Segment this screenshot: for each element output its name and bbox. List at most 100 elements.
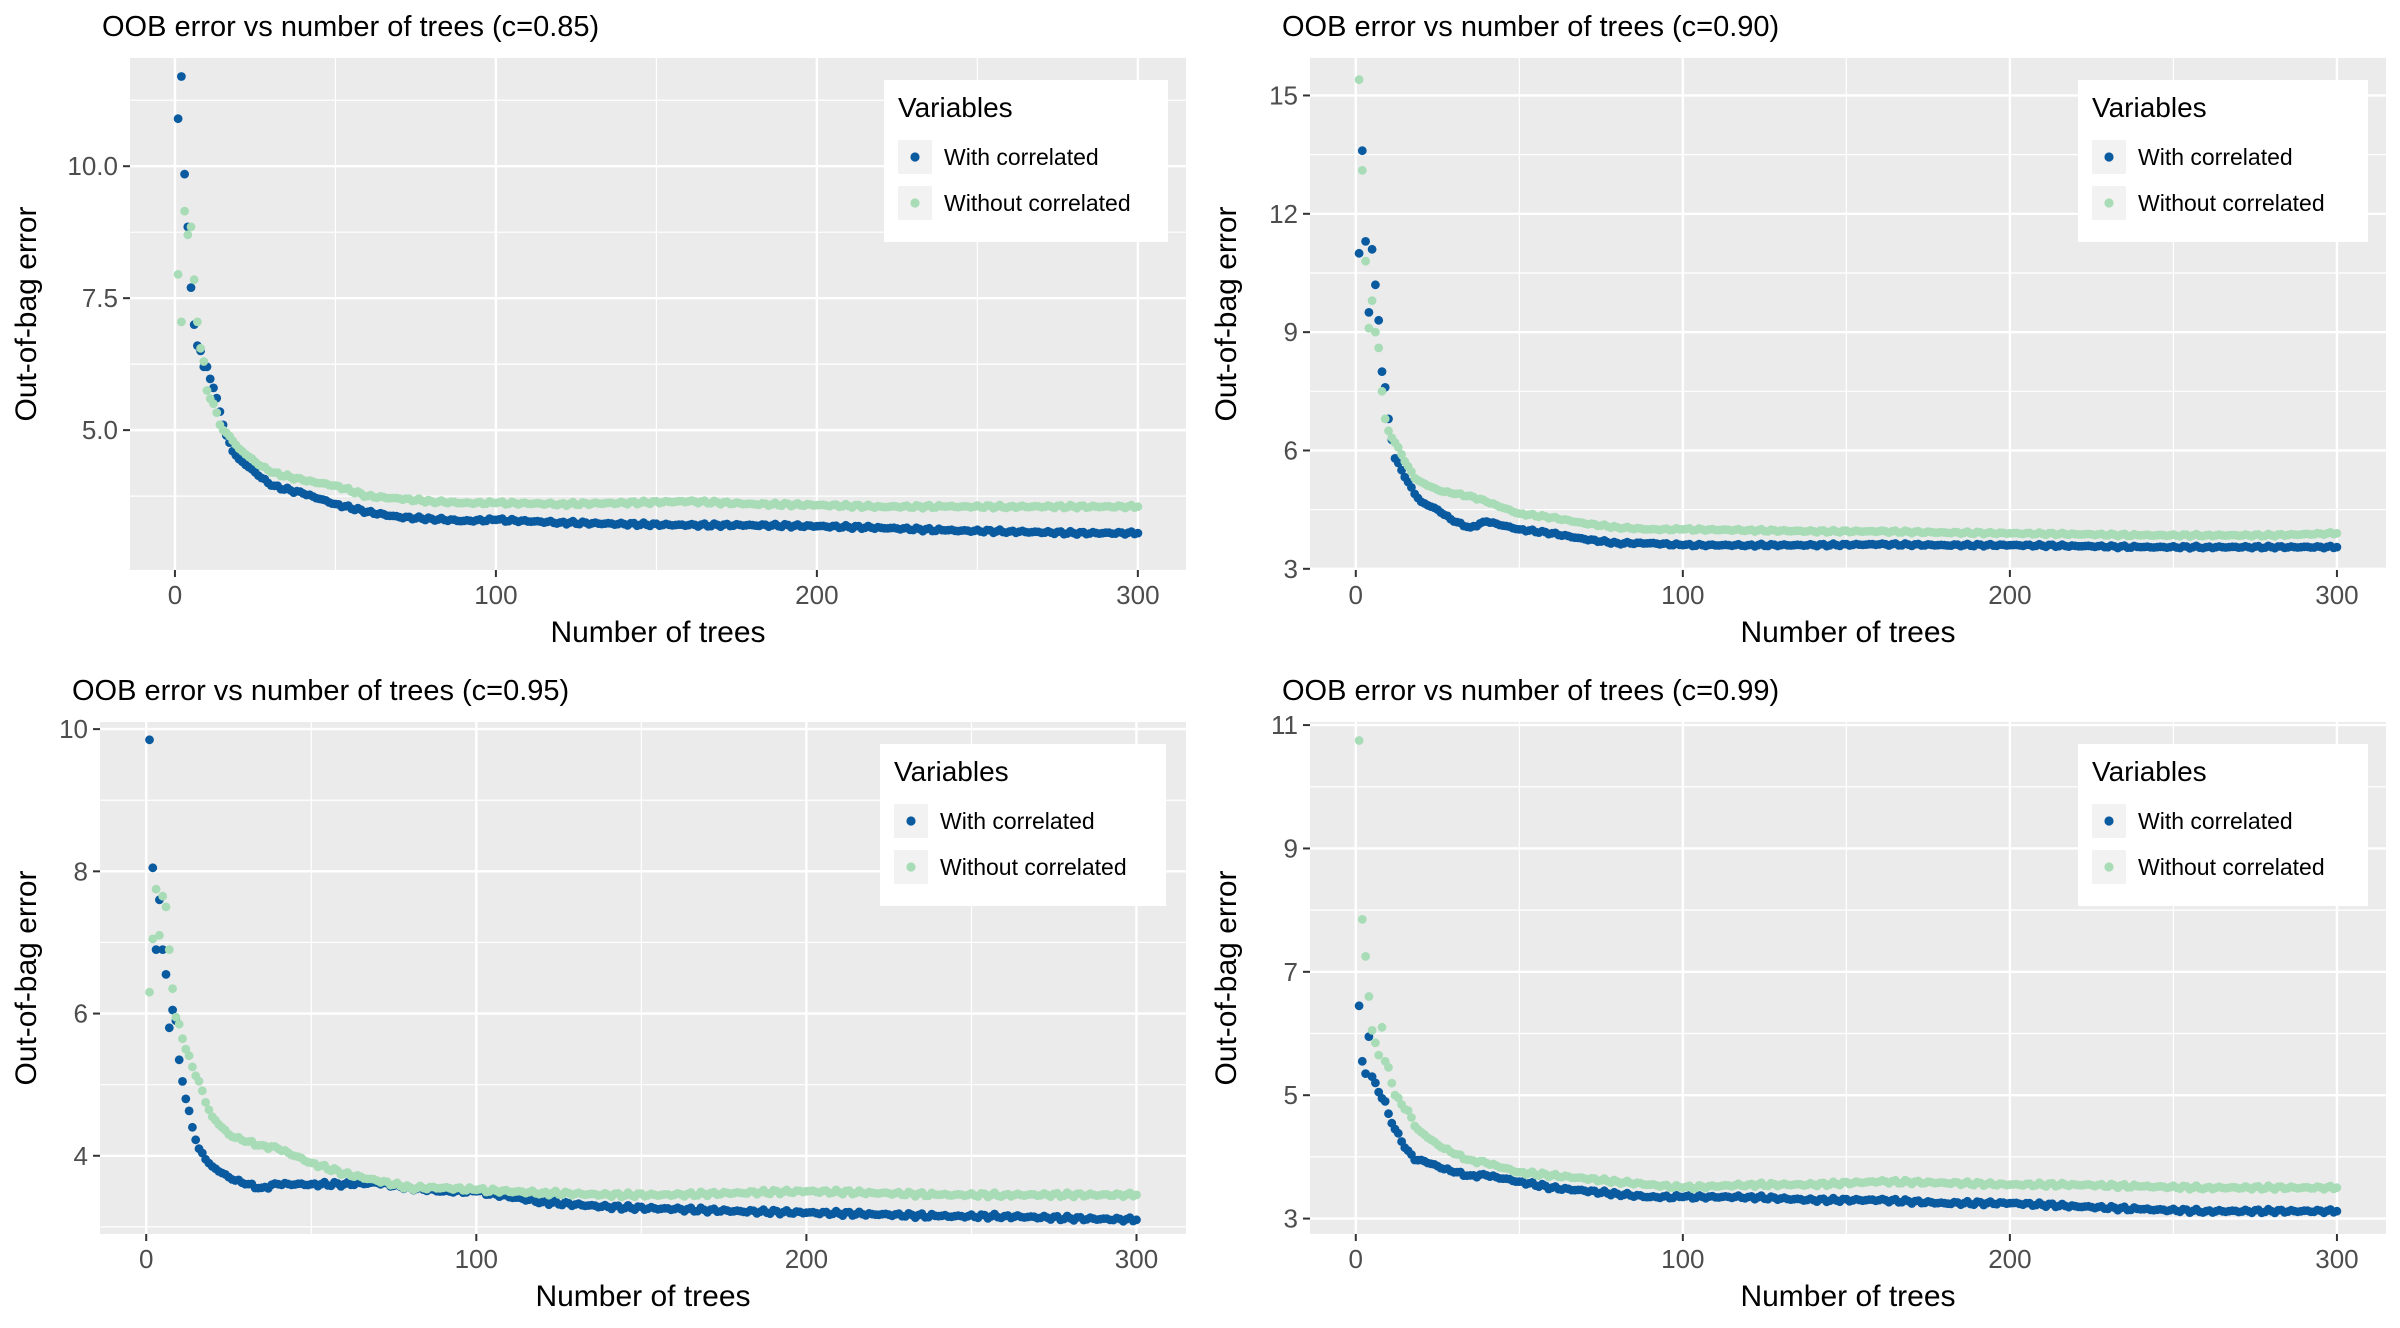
data-point [183, 230, 193, 240]
data-point [155, 930, 164, 940]
data-point [1364, 992, 1374, 1001]
x-axis-label: Number of trees [1740, 1280, 1955, 1313]
data-point [199, 357, 209, 366]
data-point [148, 934, 158, 944]
legend-key-point [2104, 152, 2114, 162]
data-point [1354, 1001, 1364, 1011]
legend-key-point [910, 152, 920, 162]
data-point [1361, 237, 1370, 246]
series-without-correlated [1354, 736, 2342, 1194]
legend: Variables With correlated Without correlat… [2078, 744, 2368, 906]
x-tick-label: 200 [1988, 580, 2031, 610]
legend-title: Variables [898, 92, 1013, 123]
x-tick-label: 100 [455, 1244, 498, 1274]
y-tick-label: 6 [74, 999, 88, 1029]
data-point [151, 884, 161, 894]
scatter-chart-c095: 0 100 200 300 4 6 8 10 OOB error vs number of tr… [10, 675, 1186, 1313]
data-point [1371, 1078, 1380, 1088]
series-without-correlated [145, 884, 1141, 1202]
data-point [191, 1135, 201, 1145]
data-point [181, 1094, 191, 1104]
data-point [2332, 1206, 2342, 1216]
chart-title: OOB error vs number of trees (c=0.85) [102, 11, 599, 43]
data-point [209, 399, 218, 409]
data-point [174, 1019, 184, 1029]
data-point [173, 114, 183, 124]
chart-title: OOB error vs number of trees (c=0.90) [1282, 11, 1779, 43]
x-tick-label: 100 [1661, 1244, 1704, 1274]
chart-panel-c090: 0 100 200 300 3 6 9 12 15 OOB error vs number of … [1200, 0, 2400, 664]
data-point [164, 945, 174, 954]
data-point [1364, 323, 1374, 333]
data-point [1371, 327, 1380, 337]
x-axis-label: Number of trees [550, 616, 765, 649]
data-point [1132, 1190, 1141, 1200]
data-point [1354, 736, 1364, 745]
data-point [1377, 386, 1387, 396]
data-point [1364, 308, 1374, 317]
x-tick-label: 0 [139, 1244, 153, 1274]
data-point [1393, 1093, 1403, 1103]
x-tick-label: 300 [2315, 1244, 2358, 1274]
x-tick-label: 200 [785, 1244, 828, 1274]
data-point [177, 317, 186, 327]
data-point [158, 945, 168, 954]
y-tick-label: 15 [1269, 80, 1298, 110]
data-point [1371, 280, 1380, 290]
data-point [196, 343, 206, 353]
data-point [158, 891, 168, 901]
data-point [151, 945, 161, 954]
data-point [1354, 248, 1364, 258]
x-tick-label: 300 [2315, 580, 2358, 610]
data-point [1397, 450, 1406, 459]
y-tick-label: 7.5 [82, 283, 118, 313]
data-point [180, 206, 190, 216]
data-point [1357, 1056, 1367, 1066]
data-point [148, 863, 158, 873]
data-point [181, 1044, 191, 1054]
data-point [173, 270, 183, 279]
x-tick-label: 300 [1116, 580, 1159, 610]
data-point [1377, 1022, 1387, 1032]
x-tick-label: 200 [795, 580, 838, 610]
data-point [1407, 467, 1416, 476]
data-point [205, 374, 215, 384]
data-point [1387, 1078, 1397, 1088]
x-axis-label: Number of trees [1740, 616, 1955, 649]
series-without-correlated [1354, 75, 2342, 541]
data-point [212, 408, 222, 417]
legend-entry-label: With correlated [2138, 144, 2293, 170]
legend: Variables With correlated Without correlat… [884, 80, 1168, 242]
data-point [168, 984, 178, 994]
chart-title: OOB error vs number of trees (c=0.99) [1282, 675, 1779, 707]
data-point [1361, 952, 1370, 961]
data-point [186, 222, 196, 232]
series-with-correlated [1354, 1001, 2342, 1218]
data-point [1380, 414, 1390, 424]
data-point [204, 1105, 214, 1115]
scatter-chart-c090: 0 100 200 300 3 6 9 12 15 OOB error vs number of … [1210, 11, 2386, 649]
data-point [1354, 75, 1364, 85]
data-point [178, 1077, 187, 1086]
data-point [201, 1098, 211, 1107]
data-point [184, 1106, 194, 1116]
data-point [188, 1062, 197, 1072]
data-point [2332, 1183, 2342, 1193]
series-with-correlated [173, 72, 1143, 539]
data-point [1133, 528, 1143, 538]
data-point [1357, 166, 1367, 175]
legend: Variables With correlated Without correlat… [2078, 80, 2368, 242]
x-tick-label: 300 [1115, 1244, 1158, 1274]
data-point [1367, 1026, 1377, 1035]
legend-box [2078, 80, 2368, 242]
data-point [1393, 1128, 1403, 1138]
data-point [1132, 1215, 1141, 1225]
data-point [1371, 1038, 1380, 1048]
y-tick-label: 10.0 [67, 151, 118, 181]
data-point [161, 902, 171, 912]
data-point [1374, 1050, 1384, 1060]
y-axis-label: Out-of-bag error [10, 206, 43, 421]
data-point [1384, 1063, 1393, 1072]
data-point [197, 1086, 207, 1096]
data-point [161, 970, 171, 979]
